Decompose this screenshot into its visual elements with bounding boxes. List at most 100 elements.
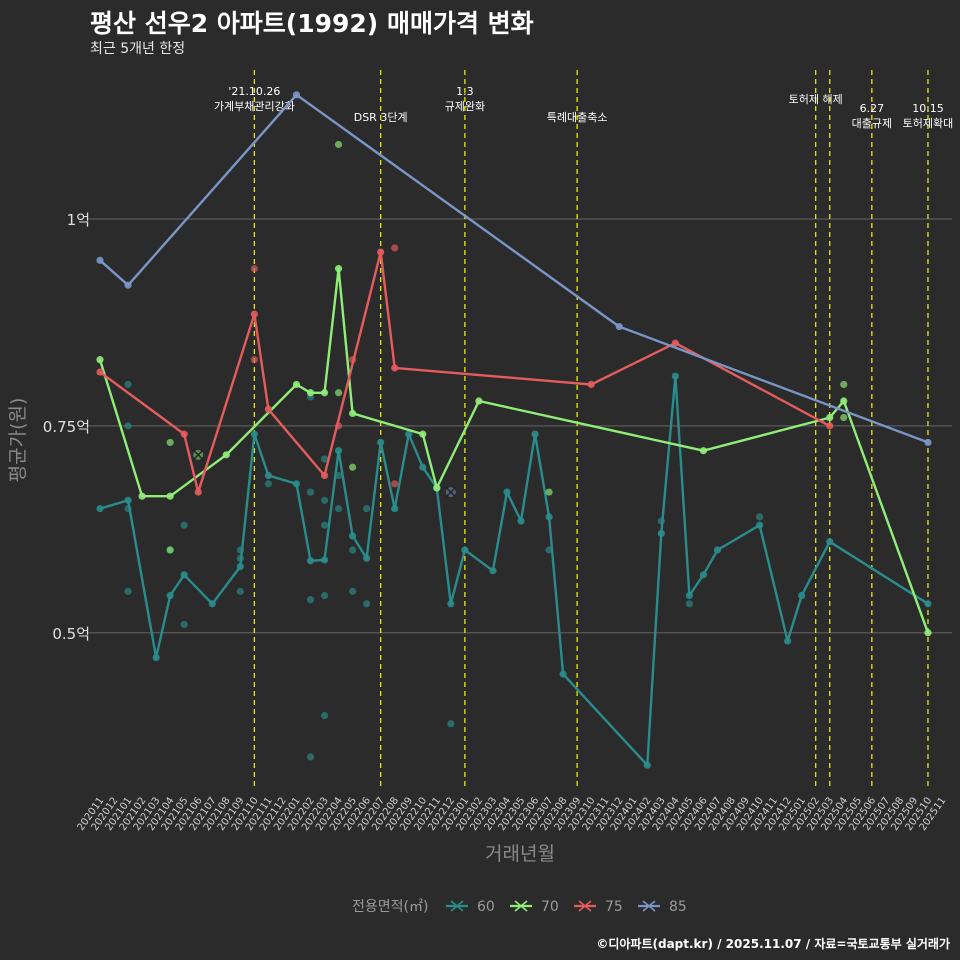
data-point (264, 480, 272, 488)
line-point (306, 389, 315, 397)
line-point (96, 356, 104, 364)
data-point (447, 720, 455, 728)
line-point (433, 484, 441, 492)
source-caption: ©디아파트(dapt.kr) / 2025.11.07 / 자료=국토교통부 실… (596, 937, 950, 951)
chart-subtitle: 최근 5개년 한정 (90, 41, 186, 57)
cross-marker (445, 486, 457, 498)
legend-item-60: 60 (446, 899, 495, 915)
line-point (292, 91, 301, 99)
line-point (320, 471, 329, 480)
line-point (334, 265, 343, 273)
chart-title: 평산 선우2 아파트(1992) 매매가격 변화 (90, 9, 534, 38)
event-label: 토허제 해제 (789, 92, 843, 106)
line-point (377, 438, 385, 447)
legend-swatch-cross (642, 900, 656, 912)
line-point (699, 571, 708, 579)
line-point (180, 430, 188, 438)
line-point (334, 447, 343, 455)
line-point (489, 567, 497, 575)
data-point (755, 513, 764, 521)
data-point (250, 356, 258, 364)
line-point (391, 364, 399, 372)
line-point (236, 562, 244, 571)
line-point (292, 480, 301, 488)
legend-swatch-cross (578, 900, 592, 912)
data-point (349, 587, 357, 595)
line-point (349, 409, 357, 418)
x-axis-title: 거래년월 (485, 843, 555, 865)
data-point (391, 244, 399, 252)
line-point (826, 413, 834, 422)
line-point (264, 471, 272, 480)
y-axis-labels: 0.5억 0.75억 1억 (43, 211, 90, 643)
series-line-60 (99, 375, 929, 767)
event-label: '21.10.26 가계부채관리강화 (214, 85, 295, 113)
series-70 (96, 140, 932, 637)
data-point (320, 521, 329, 529)
line-point (264, 405, 272, 413)
legend: 전용면적(㎡) 60 70 75 85 (352, 899, 687, 915)
line-point (699, 447, 708, 455)
legend-swatch-cross (450, 900, 464, 912)
line-point (419, 463, 427, 471)
y-axis-title: 평균가(원) (7, 398, 29, 483)
legend-label: 85 (669, 899, 687, 915)
line-point (124, 281, 132, 289)
line-point (419, 430, 427, 438)
line-point (517, 517, 525, 525)
line-point (405, 430, 413, 438)
line-point (713, 546, 722, 554)
line-point (924, 600, 932, 608)
data-point (124, 422, 132, 430)
data-point (306, 753, 315, 761)
line-point (671, 339, 679, 347)
data-point (306, 488, 315, 496)
line-point (138, 492, 146, 500)
line-point (250, 430, 258, 438)
data-point (124, 587, 132, 595)
line-point (755, 521, 764, 529)
line-point (250, 310, 258, 318)
line-point (152, 653, 160, 662)
data-point (320, 711, 329, 720)
line-point (643, 761, 651, 769)
line-point (798, 591, 806, 600)
line-point (545, 513, 553, 521)
line-point (447, 600, 455, 608)
line-point (96, 368, 104, 376)
data-point (349, 463, 357, 471)
line-point (826, 538, 834, 546)
legend-label: 75 (605, 899, 623, 915)
data-point (320, 591, 329, 600)
line-point (615, 322, 623, 331)
line-point (685, 591, 694, 600)
data-point (250, 265, 258, 273)
event-label: 6.27 대출규제 (852, 102, 892, 130)
data-point (363, 600, 371, 608)
line-point (377, 248, 385, 256)
grid-lines (88, 218, 952, 634)
line-point (96, 256, 104, 264)
line-point (657, 529, 665, 538)
legend-item-85: 85 (638, 899, 687, 915)
data-point (180, 620, 188, 629)
legend-title: 전용면적(㎡) (352, 899, 428, 915)
line-point (349, 532, 357, 540)
y-tick-label: 0.5억 (52, 625, 90, 643)
line-point (503, 488, 511, 496)
data-point (306, 596, 315, 604)
y-tick-label: 0.75억 (43, 418, 90, 436)
line-point (124, 496, 132, 504)
legend-label: 70 (541, 899, 559, 915)
data-point (236, 587, 244, 595)
legend-item-70: 70 (510, 899, 559, 915)
data-point (391, 480, 399, 488)
line-point (587, 380, 595, 389)
data-point (334, 140, 343, 149)
series-lines (96, 91, 932, 769)
legend-label: 60 (477, 899, 495, 915)
data-point (320, 455, 329, 463)
data-point (334, 389, 343, 397)
data-point (320, 496, 329, 504)
